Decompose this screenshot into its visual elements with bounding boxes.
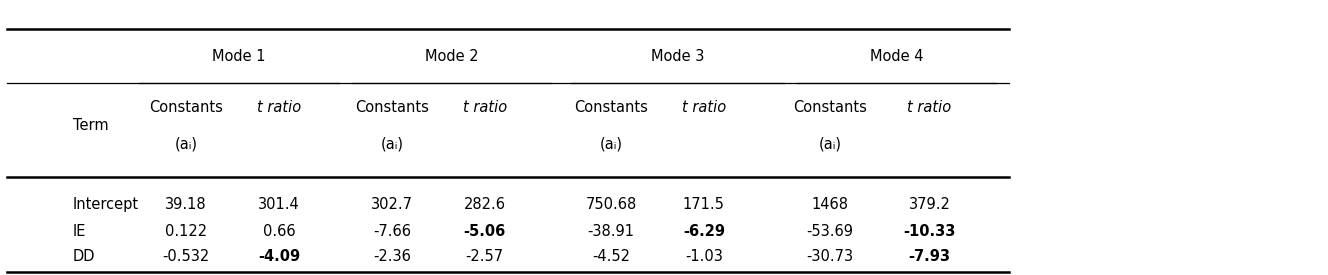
Text: -0.532: -0.532 (162, 249, 210, 264)
Text: Intercept: Intercept (73, 197, 139, 212)
Text: DD: DD (73, 249, 96, 264)
Text: 1468: 1468 (811, 197, 849, 212)
Text: t ratio: t ratio (462, 100, 507, 115)
Text: Constants: Constants (793, 100, 867, 115)
Text: Term: Term (73, 118, 109, 133)
Text: -53.69: -53.69 (806, 224, 854, 238)
Text: 39.18: 39.18 (165, 197, 207, 212)
Text: -4.09: -4.09 (258, 249, 300, 264)
Text: -7.93: -7.93 (908, 249, 951, 264)
Text: -2.57: -2.57 (466, 249, 503, 264)
Text: (aᵢ): (aᵢ) (818, 137, 842, 152)
Text: -10.33: -10.33 (903, 224, 956, 238)
Text: Mode 2: Mode 2 (425, 49, 478, 64)
Text: 379.2: 379.2 (908, 197, 951, 212)
Text: -4.52: -4.52 (592, 249, 629, 264)
Text: 282.6: 282.6 (463, 197, 506, 212)
Text: 0.122: 0.122 (165, 224, 207, 238)
Text: (aᵢ): (aᵢ) (174, 137, 198, 152)
Text: Constants: Constants (355, 100, 429, 115)
Text: -5.06: -5.06 (463, 224, 506, 238)
Text: Mode 1: Mode 1 (212, 49, 266, 64)
Text: t ratio: t ratio (681, 100, 726, 115)
Text: (aᵢ): (aᵢ) (599, 137, 623, 152)
Text: t ratio: t ratio (256, 100, 301, 115)
Text: (aᵢ): (aᵢ) (380, 137, 404, 152)
Text: t ratio: t ratio (907, 100, 952, 115)
Text: Constants: Constants (574, 100, 648, 115)
Text: -1.03: -1.03 (685, 249, 722, 264)
Text: Constants: Constants (149, 100, 223, 115)
Text: 171.5: 171.5 (683, 197, 725, 212)
Text: -2.36: -2.36 (373, 249, 410, 264)
Text: Mode 4: Mode 4 (870, 49, 923, 64)
Text: 0.66: 0.66 (263, 224, 295, 238)
Text: Mode 3: Mode 3 (651, 49, 704, 64)
Text: IE: IE (73, 224, 86, 238)
Text: -30.73: -30.73 (806, 249, 854, 264)
Text: -6.29: -6.29 (683, 224, 725, 238)
Text: 302.7: 302.7 (371, 197, 413, 212)
Text: 301.4: 301.4 (258, 197, 300, 212)
Text: -38.91: -38.91 (587, 224, 635, 238)
Text: 750.68: 750.68 (586, 197, 636, 212)
Text: -7.66: -7.66 (373, 224, 410, 238)
